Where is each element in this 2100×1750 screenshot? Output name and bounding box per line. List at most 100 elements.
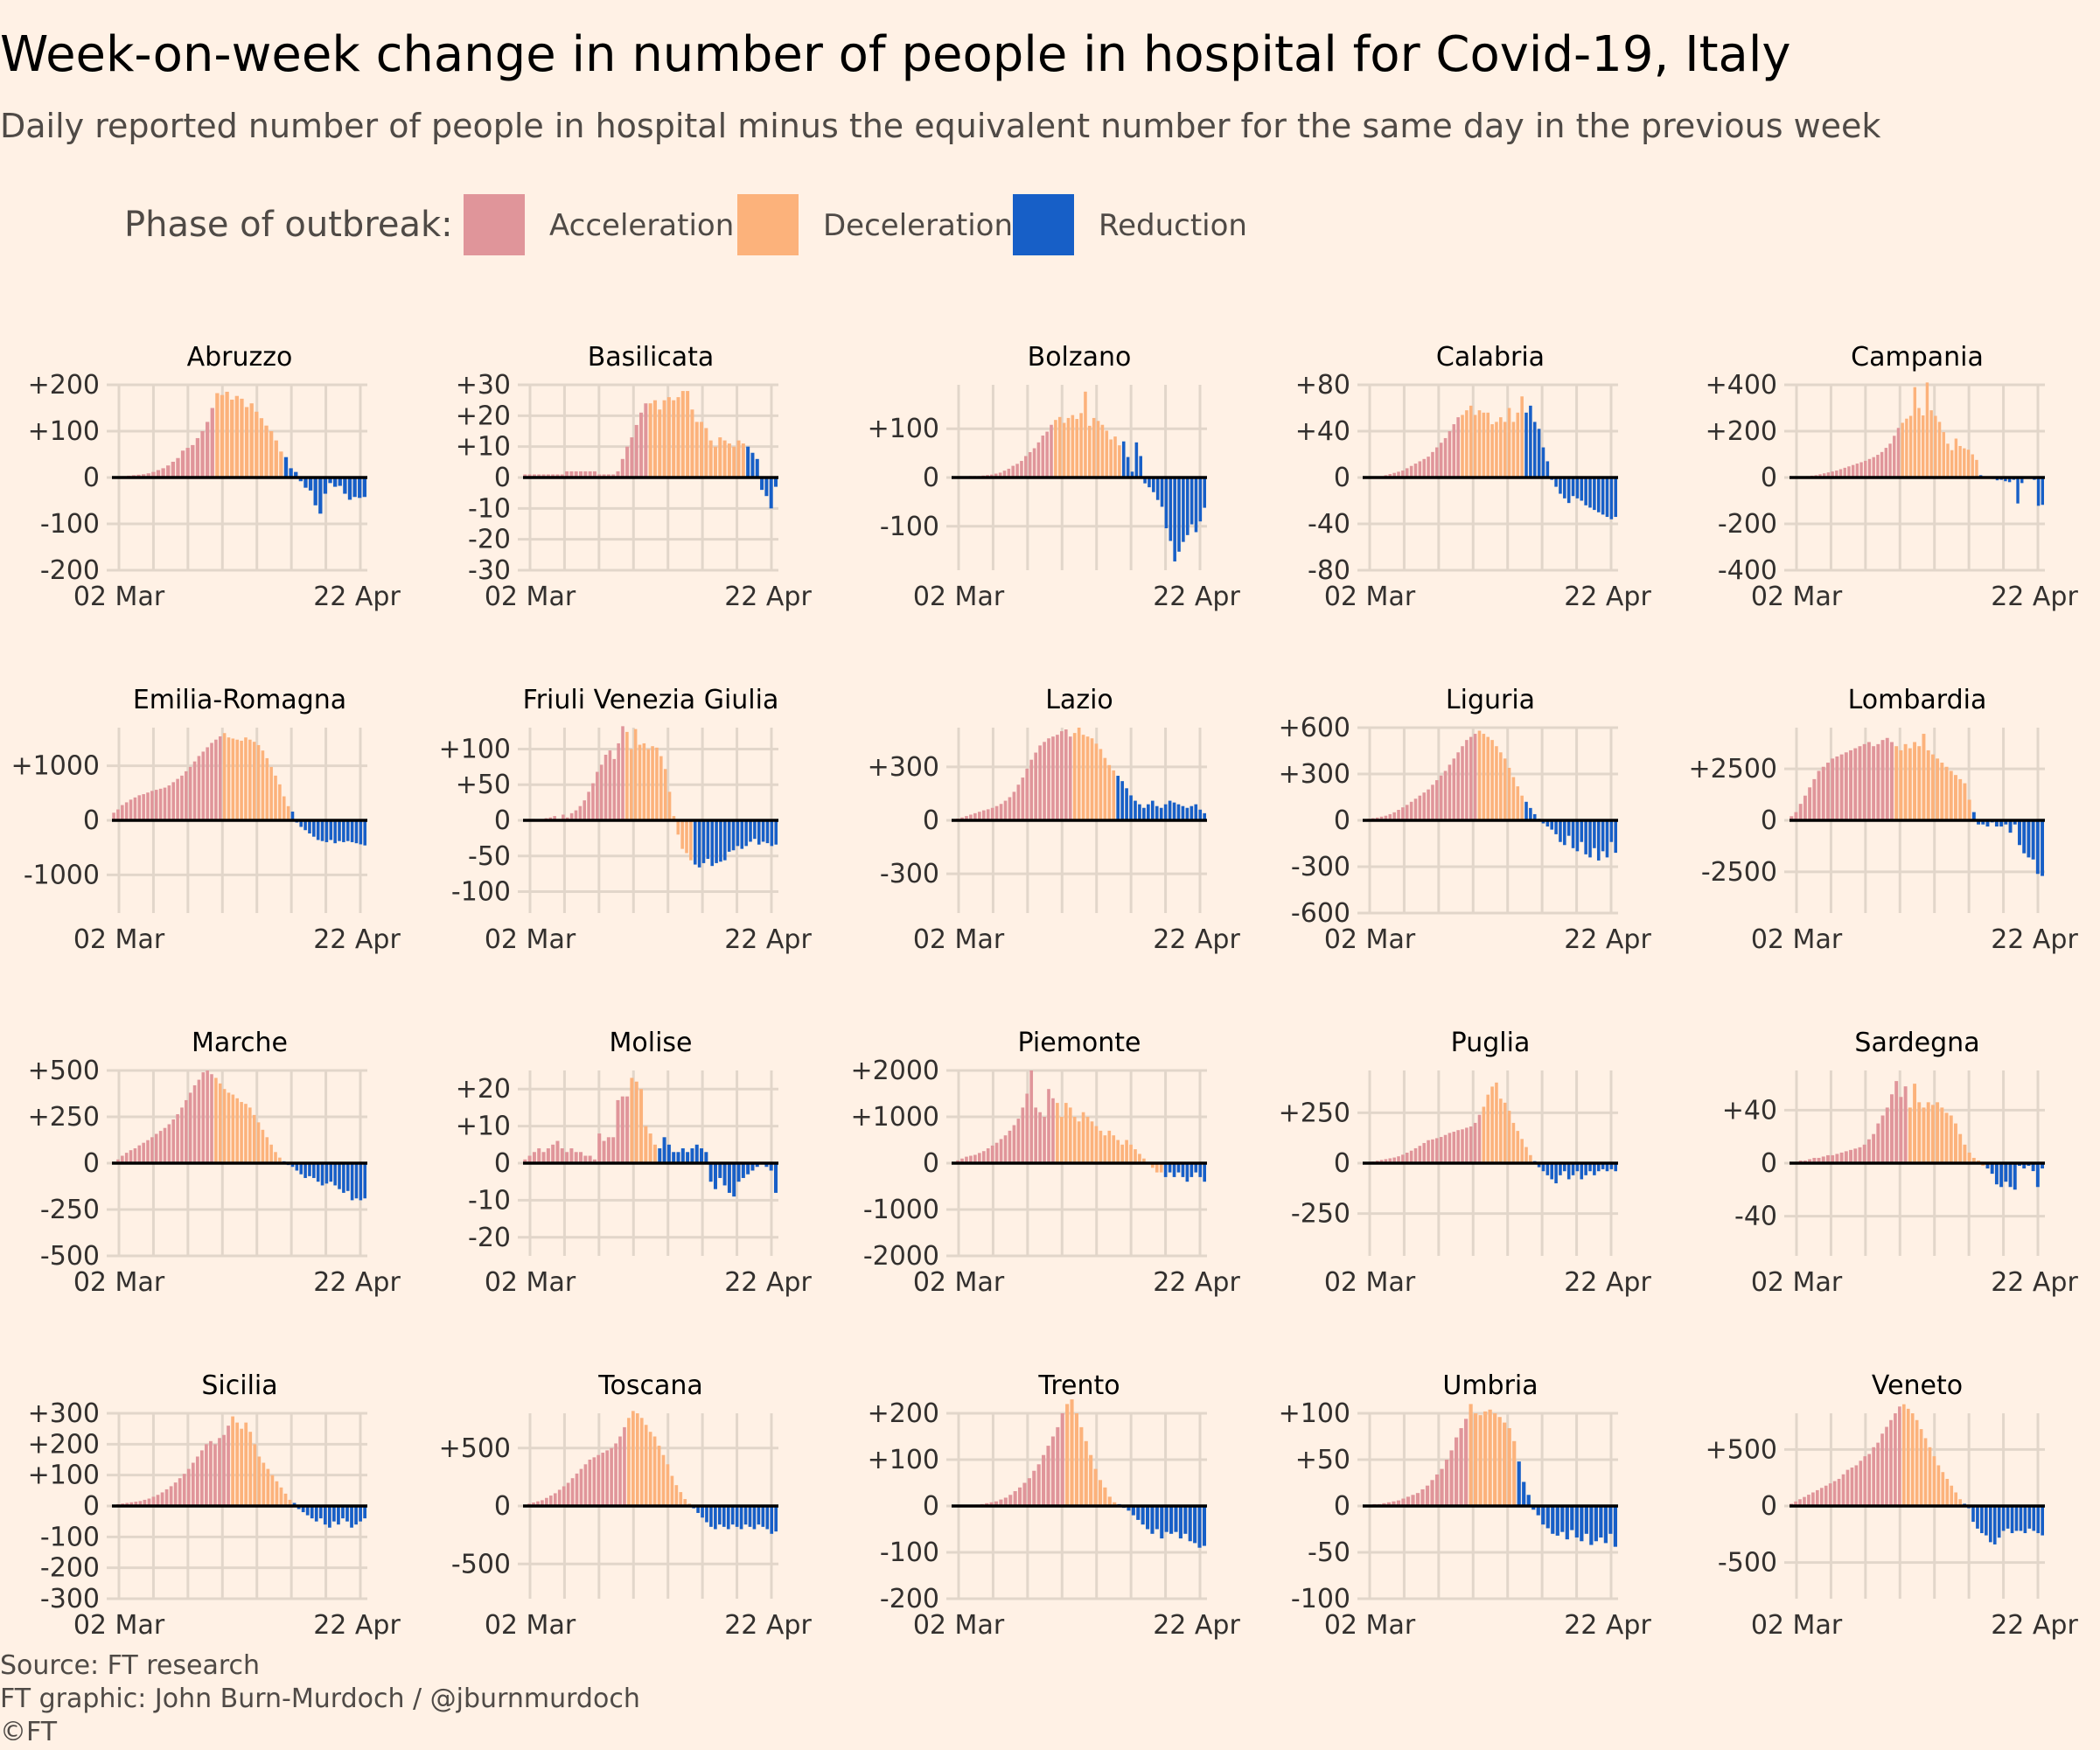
bar: [1818, 474, 1822, 478]
bar: [1431, 784, 1434, 820]
bar: [1575, 1163, 1580, 1172]
bar: [1172, 802, 1176, 820]
bar: [176, 1114, 179, 1163]
bar: [1837, 1478, 1841, 1506]
bar: [205, 422, 210, 478]
bar: [333, 820, 337, 844]
y-tick-label: -400: [1718, 555, 1777, 586]
bar: [323, 478, 328, 494]
bar: [1068, 1107, 1072, 1163]
bar: [551, 1144, 555, 1163]
bar: [545, 1497, 548, 1506]
bar: [1584, 478, 1587, 505]
bar: [1975, 459, 1978, 478]
bar: [1163, 1163, 1168, 1177]
bar: [244, 1104, 248, 1163]
bar: [644, 1126, 648, 1163]
bar: [1507, 1427, 1511, 1506]
bar: [1990, 1163, 1994, 1175]
bar: [2041, 820, 2044, 876]
bar: [1966, 450, 1971, 478]
bar: [146, 792, 150, 820]
bar: [1422, 792, 1426, 820]
bar: [1043, 742, 1046, 820]
bar: [171, 782, 175, 820]
bar: [1409, 465, 1413, 478]
bar: [1529, 1154, 1532, 1163]
bar: [569, 812, 574, 820]
bar: [672, 816, 676, 820]
bar: [1495, 746, 1498, 820]
bar: [1160, 1506, 1164, 1539]
bar: [329, 820, 333, 840]
bar: [151, 1496, 156, 1506]
bar: [1536, 1506, 1540, 1516]
panel-title: Trento: [1037, 1370, 1120, 1401]
bar: [1444, 1460, 1449, 1506]
y-tick-label: +200: [1706, 416, 1777, 447]
bar: [690, 1148, 694, 1163]
bar: [1185, 478, 1190, 535]
bar: [278, 784, 282, 820]
bar: [1060, 731, 1064, 820]
bar: [537, 1148, 541, 1163]
bar: [1021, 1107, 1025, 1163]
bar: [750, 452, 755, 478]
panel-title: Lazio: [1045, 685, 1113, 715]
bar: [708, 1163, 713, 1182]
bar: [1482, 412, 1486, 478]
deceleration-swatch: [737, 194, 799, 255]
bar: [1876, 1442, 1880, 1506]
bar: [1890, 1094, 1894, 1163]
bar: [1084, 391, 1087, 478]
bar: [1864, 460, 1867, 478]
bar: [1601, 478, 1605, 515]
bar: [1041, 436, 1045, 478]
bar: [1863, 1456, 1867, 1506]
bar: [679, 1492, 683, 1506]
y-tick-label: 0: [83, 1148, 100, 1179]
bar: [218, 1438, 221, 1506]
x-tick-label-end: 22 Apr: [1153, 1267, 1240, 1298]
bar: [1150, 800, 1155, 820]
bar: [1949, 1115, 1953, 1163]
bar: [1880, 740, 1885, 820]
source-note: Source: FT research: [0, 1650, 261, 1681]
bar: [1596, 478, 1601, 512]
bar: [1051, 736, 1055, 820]
x-tick-label-end: 22 Apr: [1991, 582, 2078, 612]
bar: [352, 478, 357, 498]
bar: [1944, 1112, 1949, 1163]
bar: [320, 820, 324, 841]
bar: [1047, 1089, 1050, 1163]
bar: [151, 471, 156, 478]
y-tick-label: +200: [868, 1398, 939, 1429]
bar: [1913, 387, 1916, 478]
bar: [1903, 743, 1908, 820]
bar: [1541, 447, 1545, 478]
chart-lazio: Lazio +300 0 -300 02 Mar 22 Apr: [868, 685, 1241, 955]
bar: [256, 1122, 261, 1163]
bar: [218, 736, 222, 820]
bar: [358, 478, 362, 499]
bar: [1164, 478, 1169, 529]
bar: [700, 422, 704, 478]
bar: [1422, 1142, 1426, 1163]
x-tick-label-start: 02 Mar: [485, 1610, 576, 1641]
bar: [1551, 1506, 1555, 1534]
bar: [1822, 473, 1826, 478]
y-tick-label: -30: [468, 555, 511, 586]
bar: [565, 471, 569, 478]
bar: [638, 744, 642, 820]
panel-title: Emilia-Romagna: [133, 685, 346, 715]
bar: [214, 739, 218, 820]
bar: [718, 1163, 722, 1178]
y-tick-label: 0: [83, 463, 100, 493]
bar: [1443, 1134, 1448, 1163]
y-tick-label: -80: [1308, 555, 1350, 586]
bar: [606, 1137, 610, 1163]
bar: [1901, 1404, 1906, 1506]
bar: [1160, 478, 1164, 507]
bar: [736, 1163, 741, 1182]
x-tick-label-end: 22 Apr: [313, 1267, 401, 1298]
